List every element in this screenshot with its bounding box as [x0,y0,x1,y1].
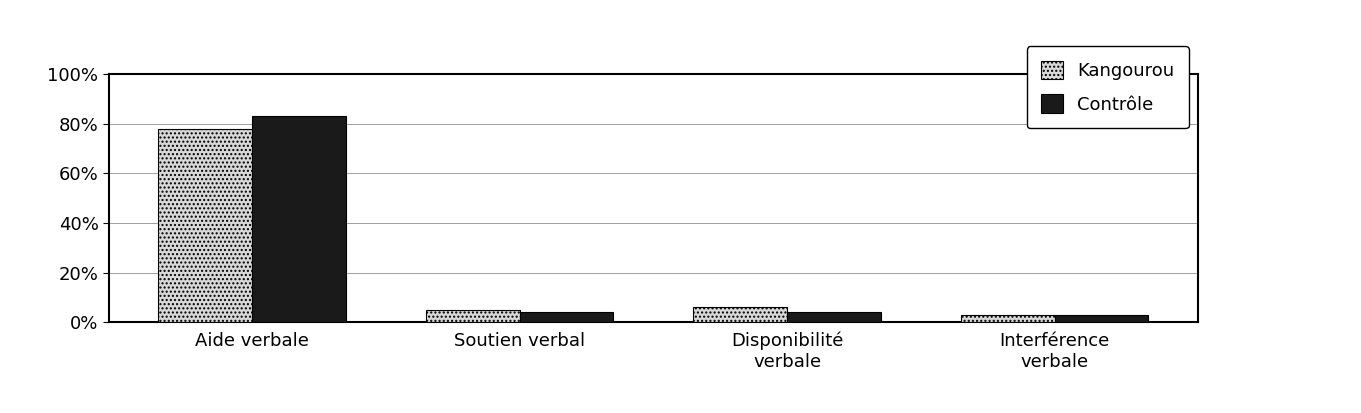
Bar [158,129,252,322]
Bar [787,312,881,322]
Bar [252,116,346,322]
Bar [961,315,1055,322]
Bar [520,312,614,322]
Bar [426,310,520,322]
Bar [1055,315,1149,322]
Legend: Kangourou, Contrôle: Kangourou, Contrôle [1026,46,1188,128]
Bar [693,307,787,322]
